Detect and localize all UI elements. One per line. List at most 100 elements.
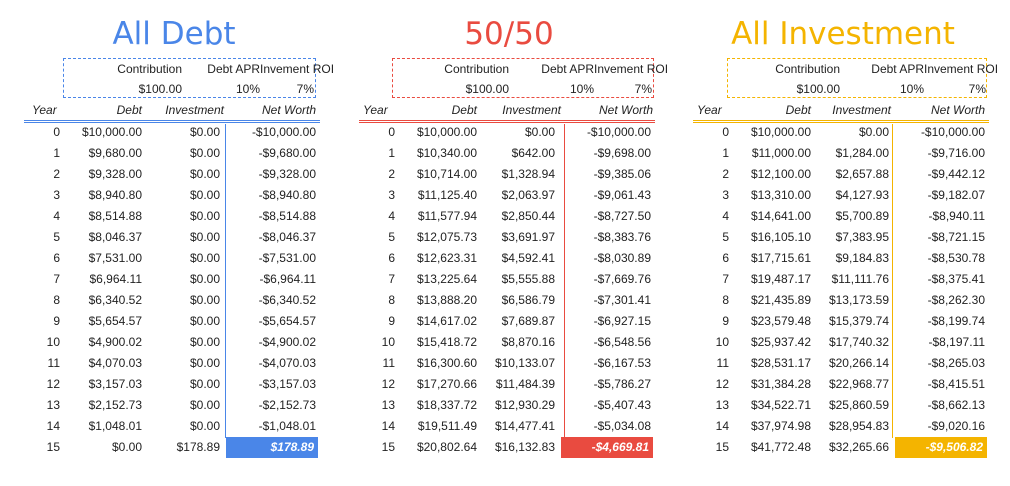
table-row: 8 $13,888.20 $6,586.79 -$7,301.41 (359, 290, 655, 311)
table-row: 9 $23,579.48 $15,379.74 -$8,199.74 (693, 311, 989, 332)
table-row: 15 $0.00 $178.89 $178.89 (24, 437, 320, 458)
table-row: 3 $8,940.80 $0.00 -$8,940.80 (24, 185, 320, 206)
investment-cell: $178.89 (176, 440, 220, 454)
contribution-value: $100.00 (796, 82, 840, 96)
net-worth-cell: -$7,531.00 (258, 251, 316, 265)
net-worth-cell: -$9,385.06 (593, 167, 651, 181)
net-worth-cell: -$9,442.12 (927, 167, 985, 181)
debt-apr-value: 10% (235, 82, 260, 96)
table-row: 1 $9,680.00 $0.00 -$9,680.00 (24, 143, 320, 164)
debt-cell: $28,531.17 (750, 356, 811, 370)
investment-cell: $4,592.41 (501, 251, 555, 265)
net-worth-cell: -$6,927.15 (593, 314, 651, 328)
investment-cell: $0.00 (189, 272, 220, 286)
net-worth-cell: -$8,030.89 (593, 251, 651, 265)
contribution-label: Contribution (444, 62, 509, 76)
investment-cell: $0.00 (189, 419, 220, 433)
table-row: 7 $13,225.64 $5,555.88 -$7,669.76 (359, 269, 655, 290)
year-cell: 3 (53, 188, 60, 202)
net-worth-cell: -$2,152.73 (258, 398, 316, 412)
table-row: 9 $14,617.02 $7,689.87 -$6,927.15 (359, 311, 655, 332)
investment-cell: $13,173.59 (828, 293, 889, 307)
net-worth-cell: -$8,262.30 (927, 293, 985, 307)
table-row: 14 $37,974.98 $28,954.83 -$9,020.16 (693, 416, 989, 437)
net-worth-cell: -$9,182.07 (927, 188, 985, 202)
year-cell: 13 (46, 398, 60, 412)
params-box: Contribution Debt APR Invement ROI $100.… (727, 58, 998, 98)
year-cell: 4 (388, 209, 395, 223)
investment-cell: $0.00 (189, 167, 220, 181)
debt-cell: $13,888.20 (416, 293, 477, 307)
table-row: 12 $3,157.03 $0.00 -$3,157.03 (24, 374, 320, 395)
scenario-title: 50/50 (464, 16, 554, 52)
investment-cell: $25,860.59 (828, 398, 889, 412)
investment-roi-value: 7% (968, 82, 986, 96)
net-worth-cell: -$9,328.00 (258, 167, 316, 181)
debt-cell: $37,974.98 (750, 419, 811, 433)
table-row: 7 $6,964.11 $0.00 -$6,964.11 (24, 269, 320, 290)
investment-cell: $14,477.41 (494, 419, 555, 433)
year-cell: 4 (53, 209, 60, 223)
table-row: 11 $4,070.03 $0.00 -$4,070.03 (24, 353, 320, 374)
investment-cell: $3,691.97 (501, 230, 555, 244)
net-worth-cell: -$3,157.03 (258, 377, 316, 391)
investment-cell: $2,063.97 (501, 188, 555, 202)
investment-cell: $5,700.89 (835, 209, 889, 223)
scenario-fifty-fifty: 50/50 Contribution Debt APR Invement ROI… (359, 0, 668, 486)
year-cell: 5 (388, 230, 395, 244)
net-worth-cell: -$9,680.00 (258, 146, 316, 160)
net-worth-cell: -$8,375.41 (927, 272, 985, 286)
net-worth-cell: -$5,786.27 (593, 377, 651, 391)
net-worth-cell: -$9,716.00 (927, 146, 985, 160)
net-worth-cell: -$8,415.51 (927, 377, 985, 391)
net-worth-cell: -$8,197.11 (928, 335, 986, 349)
year-cell: 8 (53, 293, 60, 307)
year-cell: 8 (388, 293, 395, 307)
year-cell: 9 (53, 314, 60, 328)
debt-cell: $9,328.00 (88, 167, 142, 181)
debt-apr-label: Debt APR (541, 62, 594, 76)
debt-cell: $13,310.00 (750, 188, 811, 202)
table-row: 7 $19,487.17 $11,111.76 -$8,375.41 (693, 269, 989, 290)
investment-cell: $28,954.83 (828, 419, 889, 433)
table-row: 10 $15,418.72 $8,870.16 -$6,548.56 (359, 332, 655, 353)
header-investment: Investment (832, 103, 891, 117)
year-cell: 6 (388, 251, 395, 265)
investment-cell: $0.00 (189, 188, 220, 202)
investment-cell: $5,555.88 (501, 272, 555, 286)
net-worth-cell: -$1,048.01 (258, 419, 316, 433)
net-worth-cell: -$6,548.56 (593, 335, 651, 349)
investment-cell: $11,111.76 (831, 272, 889, 286)
year-cell: 0 (53, 125, 60, 139)
debt-cell: $10,000.00 (750, 125, 811, 139)
investment-roi-value: 7% (634, 82, 652, 96)
net-worth-cell: -$6,167.53 (593, 356, 651, 370)
net-worth-cell: -$9,020.16 (927, 419, 985, 433)
net-worth-cell: -$6,964.11 (259, 272, 317, 286)
net-worth-cell: -$4,900.02 (258, 335, 316, 349)
net-worth-cell: -$8,530.78 (927, 251, 985, 265)
header-rule (693, 122, 989, 123)
table-row: 11 $16,300.60 $10,133.07 -$6,167.53 (359, 353, 655, 374)
scenario-title: All Debt (112, 16, 236, 52)
year-cell: 7 (53, 272, 60, 286)
investment-cell: $32,265.66 (828, 440, 889, 454)
investment-cell: $0.00 (189, 314, 220, 328)
net-worth-cell: -$8,514.88 (258, 209, 316, 223)
final-net-worth-cell: -$9,506.82 (895, 437, 987, 458)
investment-cell: $0.00 (189, 293, 220, 307)
debt-cell: $15,418.72 (416, 335, 477, 349)
table-row: 9 $5,654.57 $0.00 -$5,654.57 (24, 311, 320, 332)
investment-cell: $20,266.14 (828, 356, 889, 370)
table-row: 8 $21,435.89 $13,173.59 -$8,262.30 (693, 290, 989, 311)
table-row: 15 $41,772.48 $32,265.66 -$9,506.82 (693, 437, 989, 458)
debt-apr-value: 10% (899, 82, 924, 96)
header-net-worth: Net Worth (261, 103, 316, 117)
year-cell: 11 (47, 356, 60, 370)
table-row: 6 $12,623.31 $4,592.41 -$8,030.89 (359, 248, 655, 269)
year-cell: 6 (53, 251, 60, 265)
net-worth-cell: -$10,000.00 (251, 125, 316, 139)
year-cell: 1 (53, 146, 60, 160)
table-row: 2 $9,328.00 $0.00 -$9,328.00 (24, 164, 320, 185)
header-rule (24, 122, 320, 123)
